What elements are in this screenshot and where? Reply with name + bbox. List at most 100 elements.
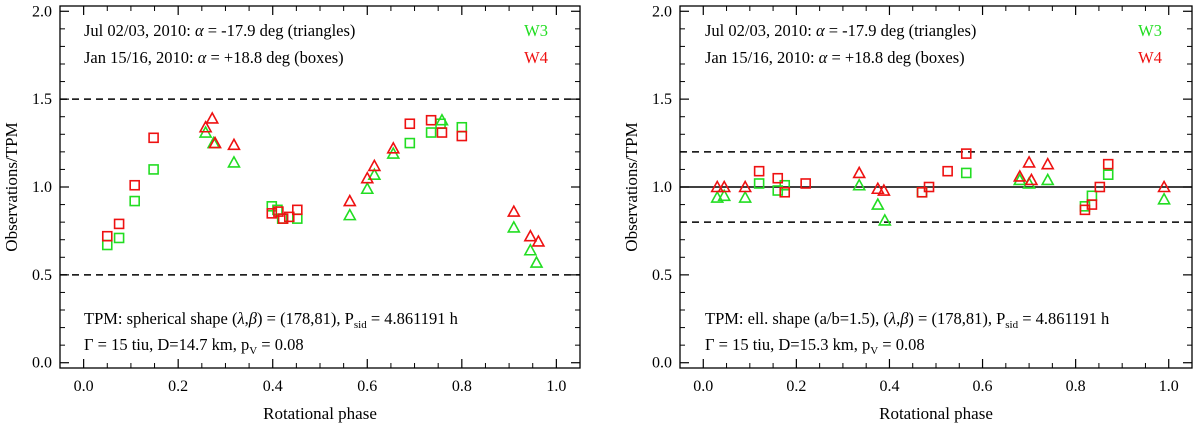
- left-w4-square-point: [292, 204, 303, 216]
- right-x-tick-label: 0.2: [786, 378, 806, 395]
- left-w3-square-point: [101, 239, 113, 251]
- right-plot-frame: [679, 5, 1193, 369]
- right-w4-square-point: [1102, 158, 1114, 170]
- left-epoch2-text: Jan 15/16, 2010: α = +18.8 deg (boxes): [84, 48, 344, 67]
- left-w4-triangle-point: [531, 234, 546, 247]
- right-w4-triangle-point: [1012, 169, 1027, 182]
- right-w3-triangle-point: [738, 190, 753, 203]
- left-w4-triangle-point: [205, 111, 220, 124]
- right-epoch1-text: Jul 02/03, 2010: α = -17.9 deg (triangle…: [705, 21, 976, 40]
- left-w4-triangle-point: [208, 135, 222, 149]
- left-w3-triangle-point: [367, 167, 382, 180]
- right-w3-square-point: [779, 179, 791, 191]
- left-w4-square-point: [283, 211, 295, 223]
- right-w4-square-point: [753, 165, 765, 177]
- left-x-tick-label: 0.0: [74, 378, 94, 395]
- left-w4-square-point: [436, 127, 448, 138]
- right-x-tick-label: 0.0: [693, 378, 713, 395]
- right-w4-triangle-point: [738, 179, 753, 193]
- right-epoch2-text: Jan 15/16, 2010: α = +18.8 deg (boxes): [705, 48, 965, 67]
- left-w3-square-point: [113, 232, 125, 244]
- left-y-tick-label: 0.0: [32, 355, 52, 372]
- left-w3-square-point: [129, 195, 140, 207]
- left-w4-square-point: [113, 218, 125, 230]
- right-w4-triangle-point: [1022, 155, 1036, 168]
- right-w3-square-point: [960, 167, 972, 179]
- right-y-tick-label: 0.5: [652, 267, 672, 284]
- left-w4-triangle-point: [367, 158, 382, 172]
- left-w3-triangle-point: [227, 155, 241, 168]
- left-x-tick-label: 0.8: [452, 378, 472, 395]
- right-w3-triangle-point: [1012, 172, 1027, 186]
- left-y-tick-label: 1.5: [32, 91, 52, 108]
- right-w4-square-point: [800, 178, 811, 189]
- left-w4-triangle-point: [360, 171, 375, 184]
- left-w3-triangle-point: [506, 220, 521, 233]
- right-w4-triangle-point: [717, 179, 732, 193]
- right-w3-triangle-point: [870, 197, 885, 210]
- right-y-tick-label: 1.5: [652, 91, 672, 108]
- right-w4-square-point: [960, 148, 972, 159]
- right-w3-triangle-point: [1040, 172, 1055, 186]
- left-w3-square-point: [404, 137, 416, 149]
- left-w4-square-point: [148, 132, 159, 144]
- left-y-axis-label: Observations/TPM: [2, 122, 21, 251]
- right-w4-square-point: [779, 186, 791, 198]
- left-x-tick-label: 1.0: [546, 378, 566, 395]
- right-w3-triangle-point: [717, 188, 732, 202]
- left-x-tick-label: 0.6: [357, 378, 377, 395]
- right-param-text: Γ = 15 tiu, D=15.3 km, pV = 0.08: [705, 335, 925, 357]
- right-x-tick-label: 0.8: [1066, 378, 1086, 395]
- right-y-tick-label: 1.0: [652, 179, 672, 196]
- right-x-axis-label: Rotational phase: [879, 404, 993, 423]
- right-w4-square-point: [942, 165, 953, 177]
- left-y-tick-label: 2.0: [32, 3, 52, 20]
- left-param-text: Γ = 15 tiu, D=14.7 km, pV = 0.08: [84, 335, 304, 357]
- left-y-tick-label: 0.5: [32, 267, 52, 284]
- left-x-axis-label: Rotational phase: [263, 404, 377, 423]
- left-w4-triangle-point: [342, 193, 357, 207]
- left-w3-square-point: [425, 127, 437, 138]
- left-w3-triangle-point: [435, 113, 449, 126]
- left-tpm-text: TPM: spherical shape (λ,β) = (178,81), P…: [84, 309, 459, 331]
- right-panel: 0.0 0.2 0.4 0.6 0.8 1.0 0.0 0.5 1.0 1.5 2.0 Jul 02…: [622, 3, 1193, 423]
- right-w3-square-point: [1102, 169, 1114, 180]
- right-w4-triangle-point: [870, 181, 885, 195]
- left-w4-square-point: [277, 213, 289, 224]
- right-legend-w4: W4: [1138, 48, 1162, 67]
- right-w3-triangle-point: [877, 213, 892, 226]
- left-w4-triangle-point: [198, 120, 213, 133]
- left-x-tick-label: 0.4: [263, 378, 283, 395]
- right-panel-ticks: 0.0 0.2 0.4 0.6 0.8 1.0 0.0 0.5 1.0 1.5 2.0: [652, 3, 1192, 395]
- left-w3-square-point: [456, 121, 468, 133]
- right-x-tick-label: 0.6: [973, 378, 993, 395]
- left-epoch1-text: Jul 02/03, 2010: α = -17.9 deg (triangle…: [84, 21, 355, 40]
- left-x-tick-label: 0.2: [168, 378, 188, 395]
- right-w4-triangle-point: [710, 179, 725, 193]
- left-w3-triangle-point: [523, 243, 538, 256]
- left-legend-w3: W3: [524, 21, 548, 40]
- left-w4-triangle-point: [523, 229, 538, 242]
- right-w4-square-point: [1094, 181, 1106, 193]
- right-y-axis-label: Observations/TPM: [622, 122, 641, 251]
- right-w4-triangle-point: [852, 165, 867, 179]
- left-legend-w4: W4: [524, 48, 548, 67]
- left-plot-frame: [59, 5, 581, 369]
- right-y-tick-label: 0.0: [652, 355, 672, 372]
- right-w4-triangle-point: [1157, 179, 1171, 193]
- right-w4-triangle-point: [877, 183, 891, 196]
- left-w4-square-point: [129, 179, 140, 191]
- left-w3-triangle-point: [529, 255, 544, 268]
- right-panel-marks: [680, 148, 1192, 226]
- left-w4-triangle-point: [506, 204, 521, 217]
- right-legend-w3: W3: [1138, 21, 1162, 40]
- right-w4-square-point: [923, 181, 935, 193]
- left-w3-square-point: [148, 164, 159, 175]
- right-w4-square-point: [1086, 199, 1098, 210]
- right-x-tick-label: 0.4: [879, 378, 899, 395]
- left-w3-triangle-point: [342, 207, 357, 221]
- left-panel-ticks: 0.0 0.2 0.4 0.6 0.8 1.0 0.0 0.5 1.0 1.5 2.0: [32, 3, 580, 395]
- left-w4-triangle-point: [227, 137, 241, 151]
- right-w4-square-point: [772, 172, 784, 184]
